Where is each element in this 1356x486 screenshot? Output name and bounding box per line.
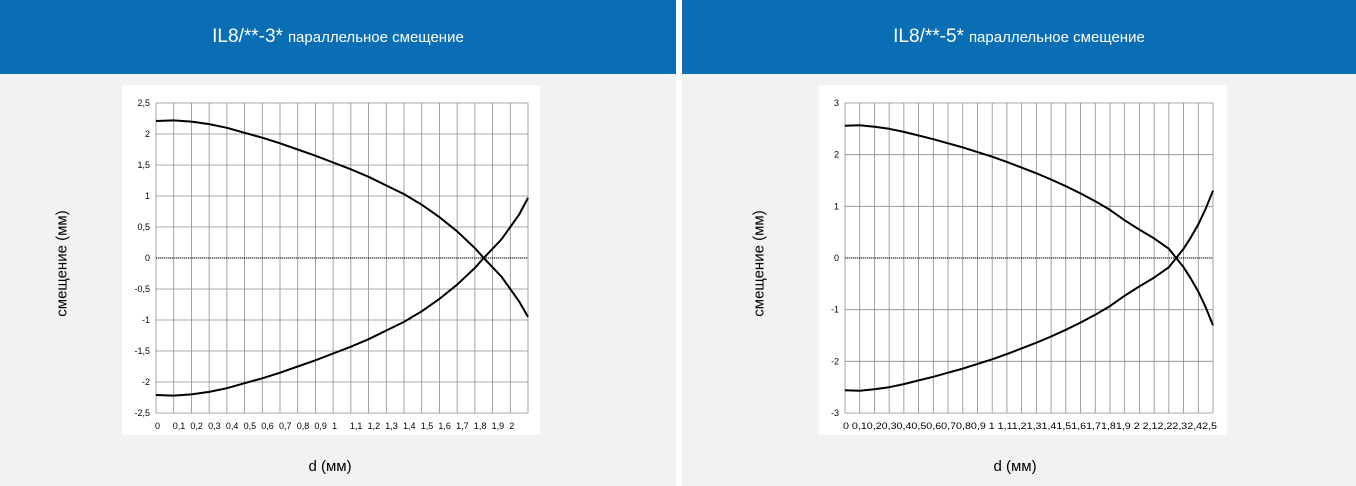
series-line-2 bbox=[844, 190, 1214, 392]
x-tick-label: 0 bbox=[155, 421, 160, 431]
y-tick-label: -1,5 bbox=[134, 346, 150, 356]
y-tick-label: -1 bbox=[831, 305, 839, 315]
series-line-2 bbox=[155, 197, 529, 397]
x-tick-label: 0,7 bbox=[279, 421, 292, 431]
chart-header: IL8/**-3* параллельное смещение bbox=[0, 0, 676, 74]
x-tick-label: 0,9 bbox=[314, 421, 327, 431]
x-axis-label: d (мм) bbox=[993, 458, 1037, 475]
x-tick-label: 1,8 bbox=[474, 421, 487, 431]
x-axis-label: d (мм) bbox=[308, 458, 352, 475]
plot-area: 2,5 2 1,5 1 0,5 0 -0,5 -1 -1,5 -2 -2,5 0 0,1 0,2 0,3 0,… bbox=[122, 85, 540, 435]
chart-panel-left: IL8/**-3* параллельное смещение смещение… bbox=[0, 0, 676, 486]
y-tick-label: 2,5 bbox=[137, 98, 150, 108]
x-tick-label: 1,5 bbox=[421, 421, 434, 431]
x-tick-label: 1,6 bbox=[438, 421, 451, 431]
y-tick-label: 3 bbox=[834, 98, 839, 108]
x-tick-labels: 0 0,10,20,30,40,50,60,70,80,9 1 1,11,21,… bbox=[843, 421, 1217, 431]
x-tick-label: 0,6 bbox=[261, 421, 274, 431]
y-tick-label: 1 bbox=[145, 191, 150, 201]
y-tick-label: 2 bbox=[145, 129, 150, 139]
y-tick-label: 2 bbox=[834, 150, 839, 160]
y-tick-label: 1,5 bbox=[137, 160, 150, 170]
y-tick-label: -1 bbox=[142, 315, 150, 325]
series-line-1 bbox=[844, 124, 1214, 326]
chart-header: IL8/**-5* параллельное смещение bbox=[682, 0, 1356, 74]
y-tick-label: -2 bbox=[831, 356, 839, 366]
y-tick-label: 0,5 bbox=[137, 222, 150, 232]
x-tick-label: 0,5 bbox=[244, 421, 257, 431]
x-tick-label: 2 bbox=[509, 421, 514, 431]
chart-title-main: IL8/**-5* bbox=[893, 26, 964, 47]
x-tick-label: 1 bbox=[332, 421, 337, 431]
x-tick-label: 1,3 bbox=[385, 421, 398, 431]
x-tick-label: 1,9 bbox=[492, 421, 505, 431]
x-tick-label: 1,4 bbox=[403, 421, 416, 431]
y-tick-label: 1 bbox=[834, 201, 839, 211]
y-tick-label: -0,5 bbox=[134, 284, 150, 294]
chart-panel-right: IL8/**-5* параллельное смещение смещение… bbox=[682, 0, 1356, 486]
y-tick-label: 0 bbox=[834, 253, 839, 263]
x-tick-label: 0,8 bbox=[297, 421, 310, 431]
x-tick-label: 1,2 bbox=[368, 421, 381, 431]
x-tick-label: 0,2 bbox=[190, 421, 203, 431]
chart-title-main: IL8/**-3* bbox=[212, 26, 283, 47]
y-axis-label: смещение (мм) bbox=[53, 210, 71, 317]
y-tick-label: -3 bbox=[831, 408, 839, 418]
x-tick-label: 0,4 bbox=[226, 421, 239, 431]
y-tick-label: -2 bbox=[142, 377, 150, 387]
chart-title-sub: параллельное смещение bbox=[287, 28, 464, 46]
x-tick-label: 1,1 bbox=[350, 421, 363, 431]
x-tick-label: 0,1 bbox=[173, 421, 186, 431]
x-tick-label: 1,7 bbox=[456, 421, 469, 431]
x-tick-label: 0,3 bbox=[208, 421, 221, 431]
plot-area: 3 2 1 0 -1 -2 -3 0 0,10,20,30,40,50,60,70,80,9 … bbox=[819, 85, 1227, 435]
y-tick-label: 0 bbox=[145, 253, 150, 263]
line-chart: 3 2 1 0 -1 -2 -3 0 0,10,20,30,40,50,60,70,80,9 … bbox=[831, 98, 1217, 431]
series-line-1 bbox=[155, 119, 529, 318]
y-axis-label: смещение (мм) bbox=[750, 210, 768, 317]
chart-title-sub: параллельное смещение bbox=[968, 28, 1145, 46]
y-tick-label: -2,5 bbox=[134, 408, 150, 418]
line-chart: 2,5 2 1,5 1 0,5 0 -0,5 -1 -1,5 -2 -2,5 0 0,1 0,2 0,3 0,… bbox=[134, 98, 529, 431]
